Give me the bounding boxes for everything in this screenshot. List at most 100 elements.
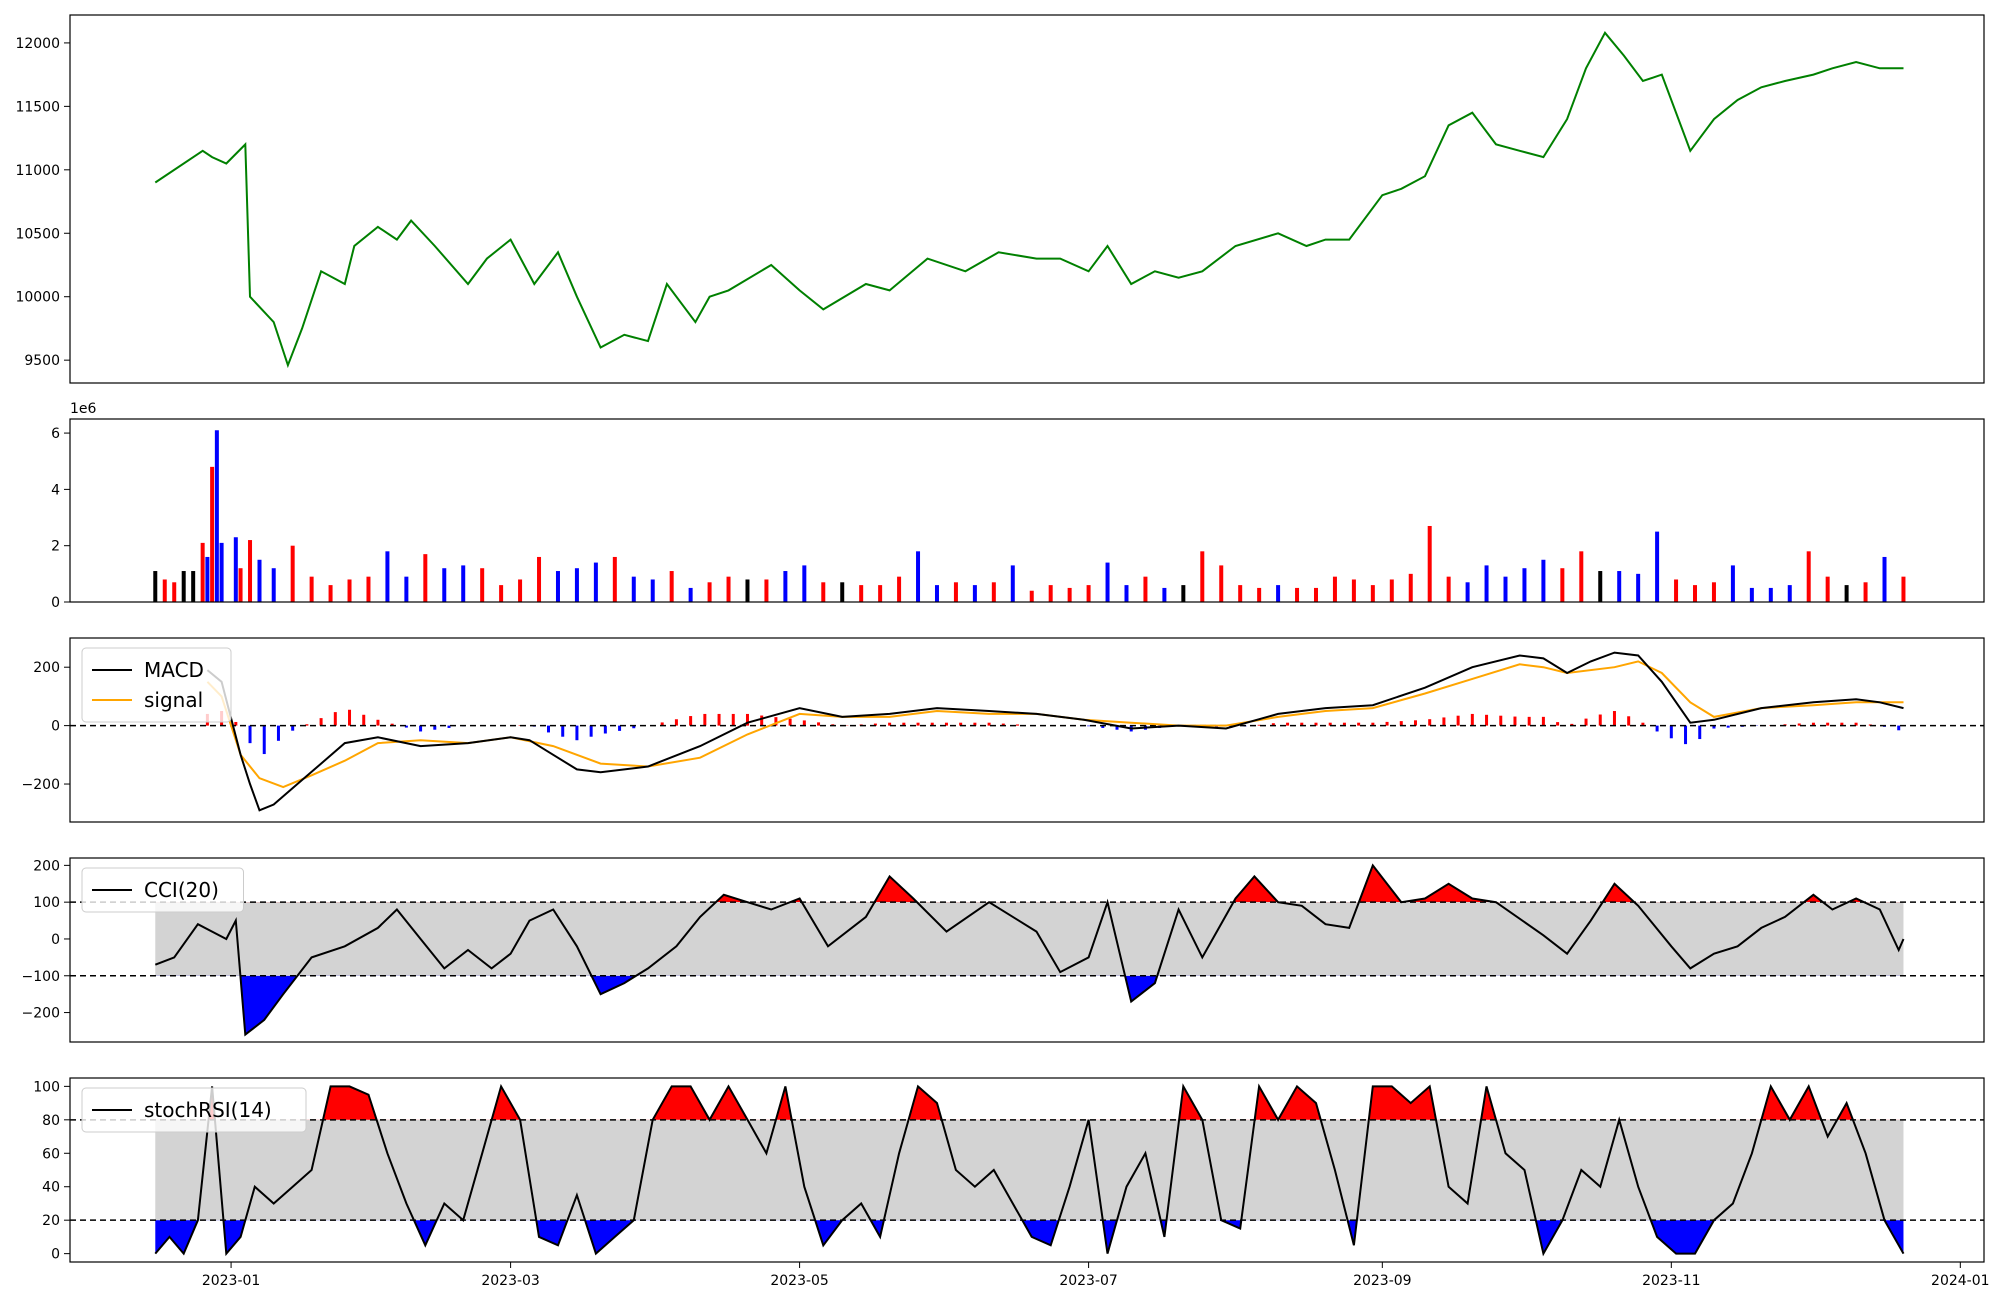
volume-bar [764,579,769,602]
macd-histogram-bar [1485,714,1489,726]
macd-histogram-bar [1215,725,1219,728]
volume-bar [972,585,977,602]
macd-ytick-label: 200 [33,660,60,676]
volume-ytick-label: 2 [51,539,60,555]
macd-histogram-bar [916,722,920,726]
legend-box [81,1087,307,1133]
volume-bar [200,542,205,602]
price-ytick-label: 10000 [15,290,60,306]
volume-bar [650,579,655,602]
volume-bar [219,542,224,602]
macd-histogram-bar [603,725,607,734]
macd-frame [69,637,1985,823]
volume-bar [612,556,617,602]
volume-bar [707,582,712,602]
time-axis: 2023-01 2023-03 2023-05 2023-07 2023-09 2023-… [202,1262,1990,1289]
cci-ytick-label: 200 [33,858,60,874]
macd-histogram-bar [1712,725,1716,729]
macd-histogram-bar [1684,725,1688,745]
volume-bar [878,585,883,602]
macd-line [206,651,1904,812]
volume-bar [991,582,996,602]
volume-bar [934,585,939,602]
volume-bar [347,579,352,602]
macd-histogram-bar [1342,722,1346,726]
volume-bar [1181,585,1186,602]
volume-bar [1446,576,1451,602]
volume-bar [233,537,238,602]
macd-histogram-bar [774,717,778,726]
volume-bar [1295,587,1300,602]
xtick-label: 2023-01 [202,1273,261,1289]
macd-histogram-bar [1328,722,1332,726]
volume-bar [1465,582,1470,602]
macd-histogram-bar [1598,714,1602,726]
macd-histogram-bar [1641,722,1645,726]
volume-bar [366,576,371,602]
volume-bar [897,576,902,602]
volume-bar [191,571,196,602]
macd-histogram-bar [788,718,792,726]
volume-bar [1901,576,1906,602]
legend-label: stochRSI(14) [144,1098,272,1122]
volume-frame [69,418,1985,603]
stochrsi-panel: 0 20 40 60 80 100 stochRSI(14) [33,1077,1985,1263]
volume-bar [1257,587,1262,602]
volume-bar [1825,576,1830,602]
xtick-label: 2023-11 [1642,1273,1701,1289]
volume-bar [290,545,295,602]
macd-histogram-bar [547,725,550,733]
macd-histogram-bar [1556,722,1560,726]
stochrsi-neutral-band [155,1119,1904,1221]
volume-bar [1067,587,1072,602]
macd-histogram-bar [390,723,394,726]
macd-histogram-bar [1698,725,1702,740]
stochrsi-ytick-label: 20 [42,1213,60,1229]
macd-histogram-bar [944,722,948,726]
stochrsi-line [154,1083,1905,1257]
volume-bar [1541,559,1546,602]
legend-box [81,647,232,723]
macd-histogram-bar [276,725,280,741]
macd-histogram-bar [1854,722,1858,726]
macd-histogram-bar [1001,723,1005,726]
volume-bar [783,571,788,602]
volume-bar [1655,531,1660,602]
macd-histogram-bar [632,725,636,729]
price-ytick-label: 12000 [15,36,60,52]
macd-histogram-bar [1797,723,1801,726]
legend-label: signal [144,688,203,712]
volume-bar [404,576,409,602]
price-ytick-label: 11000 [15,163,60,179]
volume-bar [1674,579,1679,602]
macd-histogram-bar [1257,724,1261,726]
macd-histogram-bar [404,725,408,728]
volume-bar [555,571,560,602]
volume-bar [1749,587,1754,602]
volume-bar [1048,585,1053,602]
volume-bar [1617,571,1622,602]
volume-bar [840,582,845,602]
macd-histogram-bar [1286,722,1290,726]
macd-histogram-bar [1826,722,1830,726]
macd-histogram-bar [333,712,337,726]
volume-bar [745,579,750,602]
macd-histogram-bar [717,713,721,726]
volume-bar [669,571,674,602]
volume-bar [461,565,466,602]
stochrsi-oversold-fill [155,1220,1904,1254]
legend-box [81,867,244,913]
cci-ytick-label: 100 [33,895,60,911]
macd-histogram-bar [1470,713,1474,726]
xtick-label: 2024-01 [1931,1273,1990,1289]
macd-histogram-bar [1399,721,1403,726]
macd-histogram-bar [1570,723,1574,726]
volume-bar [916,551,921,602]
volume-bar [1162,587,1167,602]
macd-histogram-bar [745,713,749,726]
macd-histogram-bar [618,725,622,731]
macd-histogram-bar [305,724,309,726]
cci-ytick-label: −200 [22,1006,60,1022]
volume-bar [1010,565,1015,602]
volume-bar [257,559,262,602]
